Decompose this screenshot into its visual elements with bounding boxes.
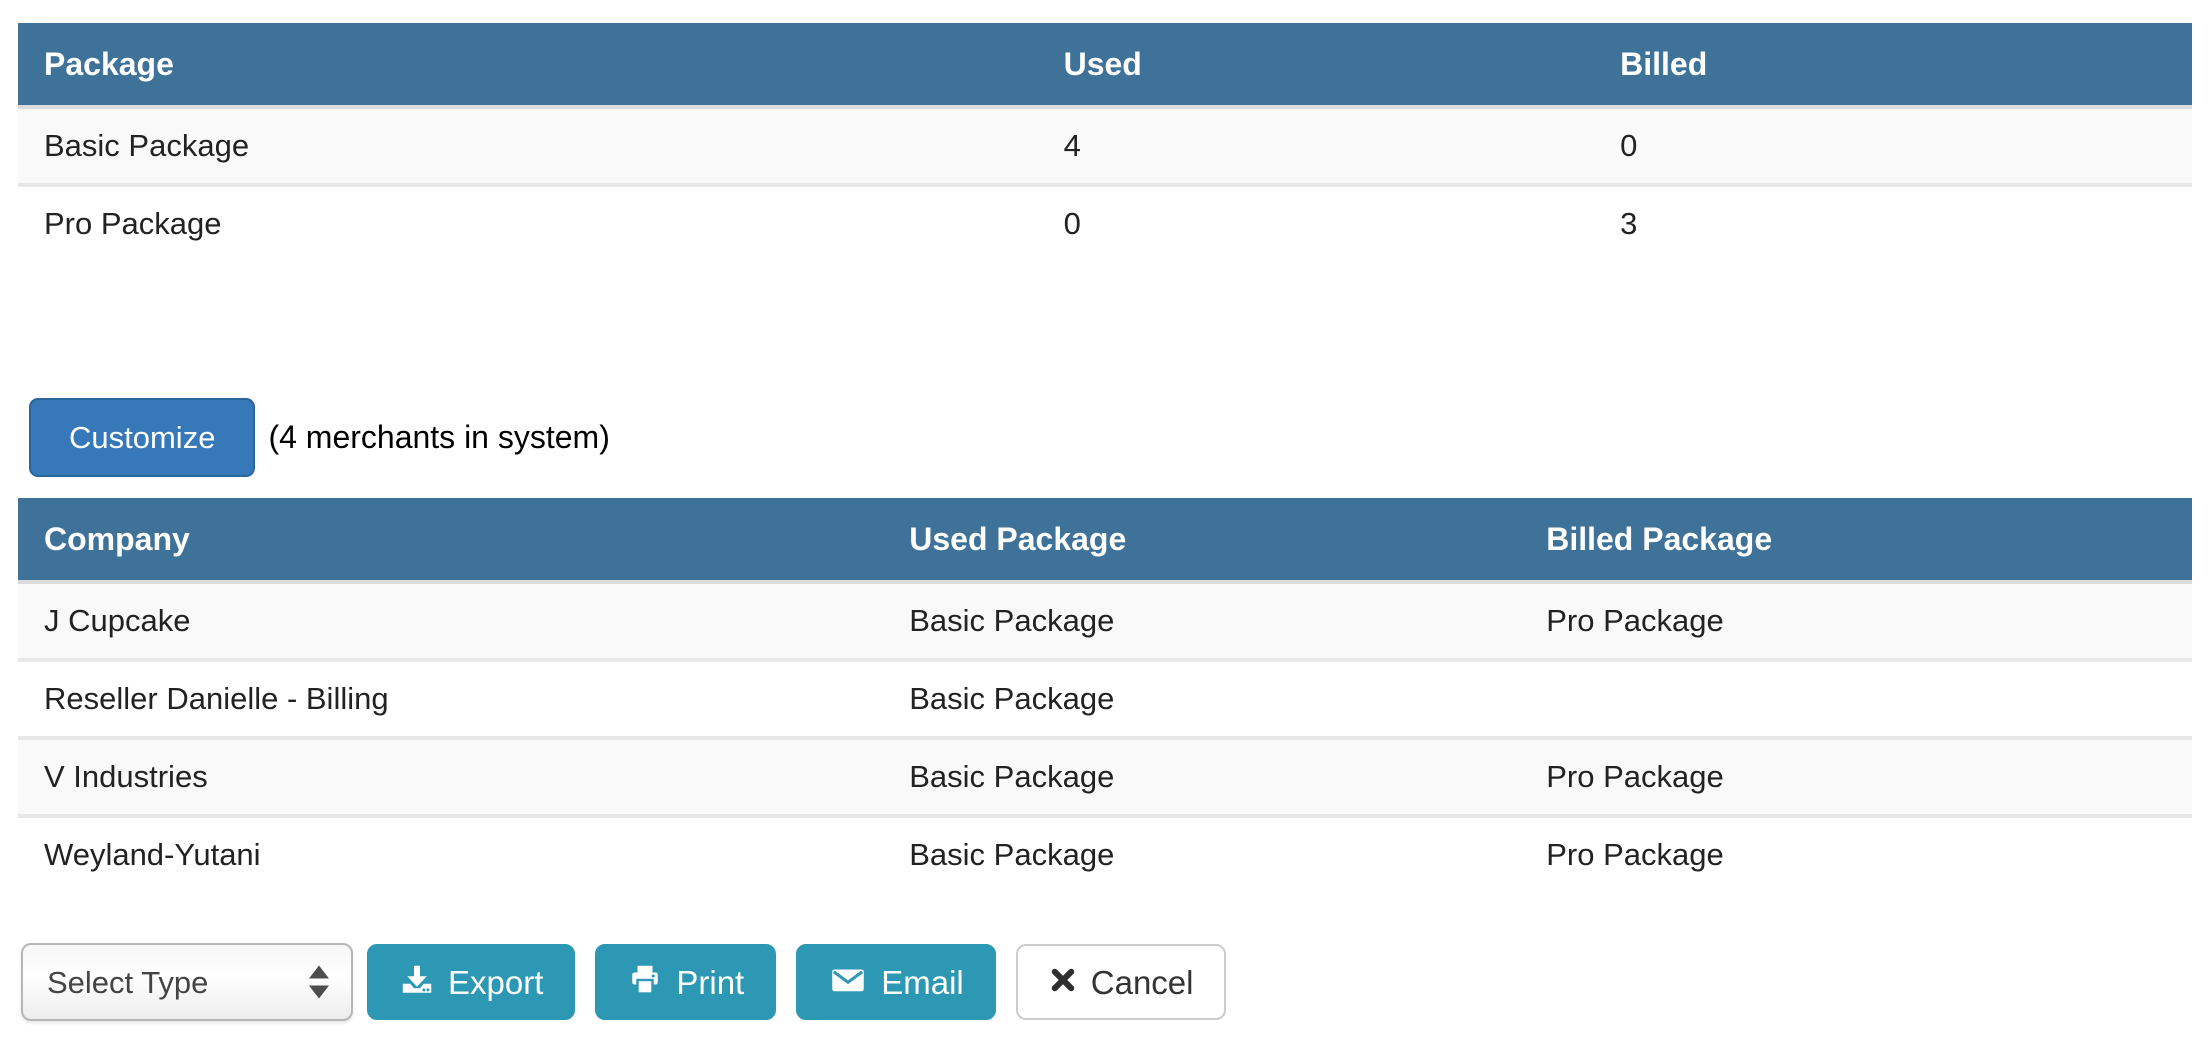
billing-report-page: Package Used Billed Basic Package 4 0 Pr… (18, 23, 2192, 1021)
billed-package-cell (1520, 658, 2192, 738)
package-name-cell: Basic Package (18, 107, 1038, 185)
table-row: Reseller Danielle - Billing Basic Packag… (18, 658, 2192, 738)
col-header-package: Package (18, 23, 1038, 109)
print-button-label: Print (676, 963, 745, 1001)
table-row: J Cupcake Basic Package Pro Package (18, 582, 2192, 660)
used-count-cell: 0 (1037, 183, 1595, 261)
col-header-used: Used (1037, 23, 1595, 109)
export-button-label: Export (448, 963, 544, 1001)
print-icon (627, 962, 663, 1003)
customize-row: Customize (4 merchants in system) (29, 398, 2192, 477)
package-summary-table: Package Used Billed Basic Package 4 0 Pr… (18, 23, 2192, 261)
col-header-billed-package: Billed Package (1520, 498, 2192, 584)
col-header-billed: Billed (1594, 23, 2192, 109)
col-header-used-package: Used Package (883, 498, 1521, 584)
merchants-table-header-row: Company Used Package Billed Package (18, 498, 2192, 584)
company-cell: Reseller Danielle - Billing (18, 658, 884, 738)
used-package-cell: Basic Package (883, 814, 1521, 892)
col-header-company: Company (18, 498, 884, 584)
table-row: Pro Package 0 3 (18, 183, 2192, 261)
company-cell: J Cupcake (18, 582, 884, 660)
table-row: Basic Package 4 0 (18, 107, 2192, 185)
type-select-wrap: Select Type (21, 943, 353, 1021)
company-cell: V Industries (18, 736, 884, 816)
used-package-cell: Basic Package (883, 736, 1521, 816)
used-package-cell: Basic Package (883, 658, 1521, 738)
billed-package-cell: Pro Package (1520, 582, 2192, 660)
email-button[interactable]: Email (796, 944, 996, 1020)
email-button-label: Email (881, 963, 964, 1001)
merchants-table: Company Used Package Billed Package J Cu… (18, 498, 2192, 892)
table-row: Weyland-Yutani Basic Package Pro Package (18, 814, 2192, 892)
report-actions-bar: Select Type Export (21, 943, 2192, 1021)
used-package-cell: Basic Package (883, 582, 1521, 660)
export-button[interactable]: Export (367, 944, 576, 1020)
close-icon (1048, 965, 1078, 1000)
customize-button[interactable]: Customize (29, 398, 256, 477)
package-name-cell: Pro Package (18, 183, 1038, 261)
billed-count-cell: 0 (1594, 107, 2192, 185)
merchants-count-note: (4 merchants in system) (268, 419, 610, 455)
billed-package-cell: Pro Package (1520, 814, 2192, 892)
type-select[interactable]: Select Type (21, 943, 353, 1021)
billed-package-cell: Pro Package (1520, 736, 2192, 816)
cancel-button[interactable]: Cancel (1015, 944, 1226, 1020)
used-count-cell: 4 (1037, 107, 1595, 185)
envelope-icon (828, 962, 868, 1003)
billed-count-cell: 3 (1594, 183, 2192, 261)
table-row: V Industries Basic Package Pro Package (18, 736, 2192, 816)
cancel-button-label: Cancel (1090, 963, 1194, 1001)
company-cell: Weyland-Yutani (18, 814, 884, 892)
package-table-header-row: Package Used Billed (18, 23, 2192, 109)
download-icon (399, 962, 435, 1003)
print-button[interactable]: Print (595, 944, 777, 1020)
